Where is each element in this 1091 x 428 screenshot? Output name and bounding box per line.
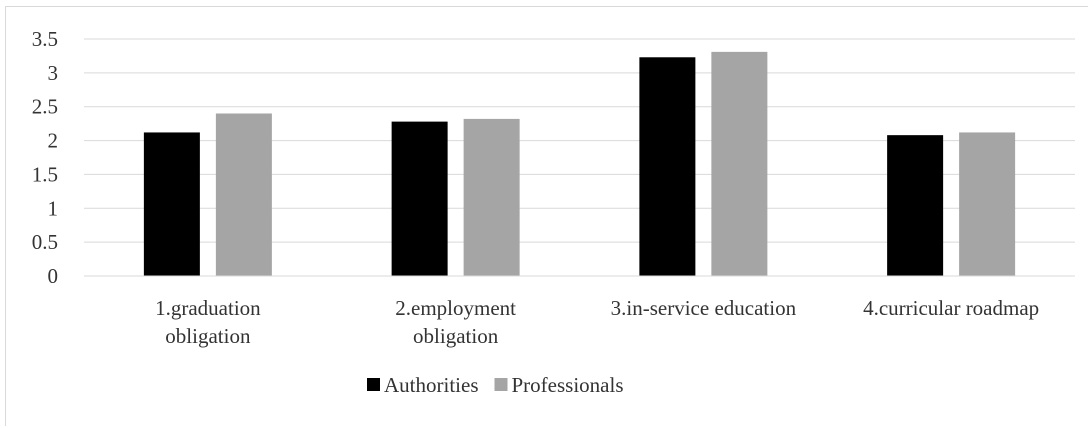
bar-authorities-1 (143, 132, 200, 276)
category-label: obligation (413, 324, 499, 348)
legend-swatch-professionals (494, 378, 508, 391)
legend-label-professionals: Professionals (512, 373, 624, 397)
y-tick-label: 1.5 (32, 162, 58, 186)
bar-authorities-4 (887, 135, 944, 276)
y-tick-label: 3.5 (32, 27, 58, 51)
category-label: obligation (165, 324, 251, 348)
bar-professionals-1 (215, 113, 272, 276)
bar-authorities-3 (639, 57, 696, 277)
legend-label-authorities: Authorities (384, 373, 479, 397)
category-label: 3.in-service education (611, 296, 797, 320)
y-tick-label: 3 (48, 61, 59, 85)
y-tick-label: 2.5 (32, 95, 58, 119)
bar-professionals-2 (463, 118, 520, 276)
bars (143, 51, 1016, 277)
legend-swatch-authorities (367, 378, 380, 391)
bar-authorities-2 (391, 121, 448, 277)
y-tick-label: 2 (48, 129, 59, 153)
bar-professionals-3 (711, 51, 768, 276)
category-label: 2.employment (395, 296, 516, 320)
y-tick-label: 0.5 (32, 230, 58, 254)
y-tick-label: 0 (48, 264, 59, 288)
category-labels: 1.graduation obligation 2.employment obliga… (155, 296, 1039, 348)
legend: Authorities Professionals (367, 373, 624, 397)
y-axis-ticks: 0 0.5 1 1.5 2 2.5 3 3.5 (32, 27, 58, 288)
category-label: 4.curricular roadmap (863, 296, 1039, 320)
category-label: 1.graduation (155, 296, 261, 320)
bar-professionals-4 (959, 132, 1016, 276)
y-tick-label: 1 (48, 196, 59, 220)
